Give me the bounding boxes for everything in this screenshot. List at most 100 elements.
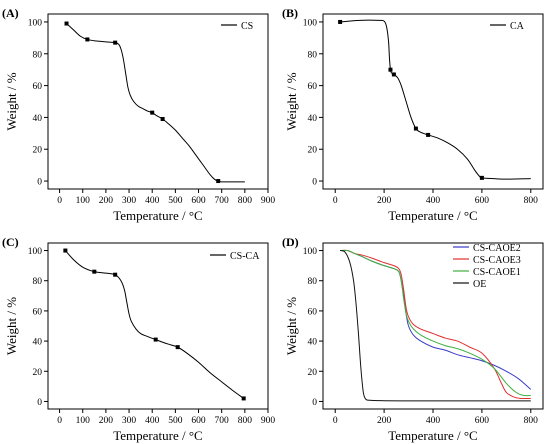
x-tick-label: 800 [238,416,253,426]
panel-label: (C) [2,235,19,249]
y-tick-label: 20 [33,146,43,156]
x-tick-label: 400 [145,196,160,206]
data-point-marker [92,269,97,274]
x-tick-label: 600 [475,196,490,206]
x-tick-label: 300 [122,416,137,426]
data-point-marker [391,72,396,77]
x-tick-label: 800 [524,416,539,426]
panel-label: (D) [282,235,299,249]
y-tick-label: 0 [312,398,317,408]
legend-entry: CS-CA [230,251,260,262]
x-tick-label: 0 [333,196,338,206]
plot-frame [47,242,269,410]
legend-entry: OE [473,279,486,290]
data-point-marker [113,40,118,45]
x-tick-label: 400 [426,416,441,426]
x-tick-label: 700 [215,196,230,206]
y-tick-label: 20 [33,368,43,378]
x-tick-label: 800 [524,196,539,206]
y-tick-label: 0 [312,178,317,188]
y-tick-label: 20 [308,146,318,156]
series-line-cs-caoe3 [340,249,531,400]
series-line-ca [340,19,531,180]
y-tick-label: 80 [33,277,43,287]
y-tick-label: 80 [33,50,43,60]
data-point-marker [426,132,431,137]
x-axis-title: Temperature / °C [388,428,477,443]
x-tick-label: 100 [76,196,91,206]
data-point-marker [413,126,418,131]
data-point-marker [150,110,155,115]
y-axis-title: Weight / % [4,297,19,355]
y-tick-label: 60 [33,82,43,92]
y-tick-label: 40 [308,114,318,124]
data-point-marker [63,248,68,253]
x-tick-label: 200 [99,196,114,206]
y-tick-label: 80 [308,277,318,287]
x-tick-label: 0 [57,416,62,426]
data-point-marker [479,175,484,180]
data-point-marker [113,272,118,277]
y-tick-label: 60 [308,82,318,92]
y-tick-label: 20 [308,368,318,378]
data-point-marker [175,345,180,350]
x-tick-label: 500 [168,196,183,206]
legend-entry: CA [510,21,525,32]
y-tick-label: 100 [28,247,43,257]
y-tick-label: 0 [37,178,42,188]
x-tick-label: 500 [168,416,183,426]
series-line-cs [66,23,245,183]
plot-frame [47,13,269,190]
panel-label: (B) [282,6,298,20]
x-tick-label: 800 [238,196,253,206]
legend-entry: CS-CAOE3 [473,255,521,266]
x-tick-label: 900 [261,416,276,426]
x-tick-label: 600 [191,416,206,426]
data-point-marker [64,21,69,26]
y-tick-label: 100 [303,18,318,28]
legend-entry: CS [241,21,253,32]
x-tick-label: 400 [145,416,160,426]
x-tick-label: 600 [475,416,490,426]
y-tick-label: 40 [33,114,43,124]
y-tick-label: 40 [33,338,43,348]
data-point-marker [338,19,343,24]
y-tick-label: 0 [37,398,42,408]
y-tick-label: 40 [308,338,318,348]
y-tick-label: 60 [308,307,318,317]
series-line-cs-caoe1 [340,249,531,397]
series-line-cs-ca [64,250,244,399]
x-tick-label: 0 [57,196,62,206]
data-point-marker [388,67,393,72]
x-tick-label: 0 [333,416,338,426]
y-axis-title: Weight / % [284,72,299,130]
y-tick-label: 100 [303,247,318,257]
chart-panel-4: (D) 0 200 400 600 800 0 20 40 60 80 100 Temperature … [282,235,544,443]
x-axis-title: Temperature / °C [388,208,477,223]
data-point-marker [160,117,165,121]
y-tick-label: 60 [33,307,43,317]
chart-panel-1: (A) 0 100 200 300 400 500 600 700 800 900 0 20 40 60 80… [2,6,275,223]
x-tick-label: 600 [191,196,206,206]
data-point-marker [241,396,246,401]
x-tick-label: 200 [377,196,392,206]
x-axis-title: Temperature / °C [113,428,202,443]
panel-label: (A) [2,6,19,20]
legend-entry: CS-CAOE2 [473,243,521,254]
y-tick-label: 80 [308,50,318,60]
chart-panel-2: (B) 0 200 400 600 800 0 20 40 60 80 100 Temperature … [282,6,544,223]
chart-panel-3: (C) 0 100 200 300 400 500 600 700 800 900 0 20 40 60 80… [2,235,275,443]
series-line-oe [339,250,531,402]
x-tick-label: 300 [122,196,137,206]
data-point-marker [153,337,158,342]
x-tick-label: 200 [377,416,392,426]
x-axis-title: Temperature / °C [113,208,202,223]
legend-entry: CS-CAOE1 [473,267,521,278]
x-tick-label: 400 [426,196,441,206]
y-axis-title: Weight / % [284,297,299,355]
x-tick-label: 900 [261,196,276,206]
x-tick-label: 700 [215,416,230,426]
x-tick-label: 100 [76,416,91,426]
y-tick-label: 100 [28,18,43,28]
